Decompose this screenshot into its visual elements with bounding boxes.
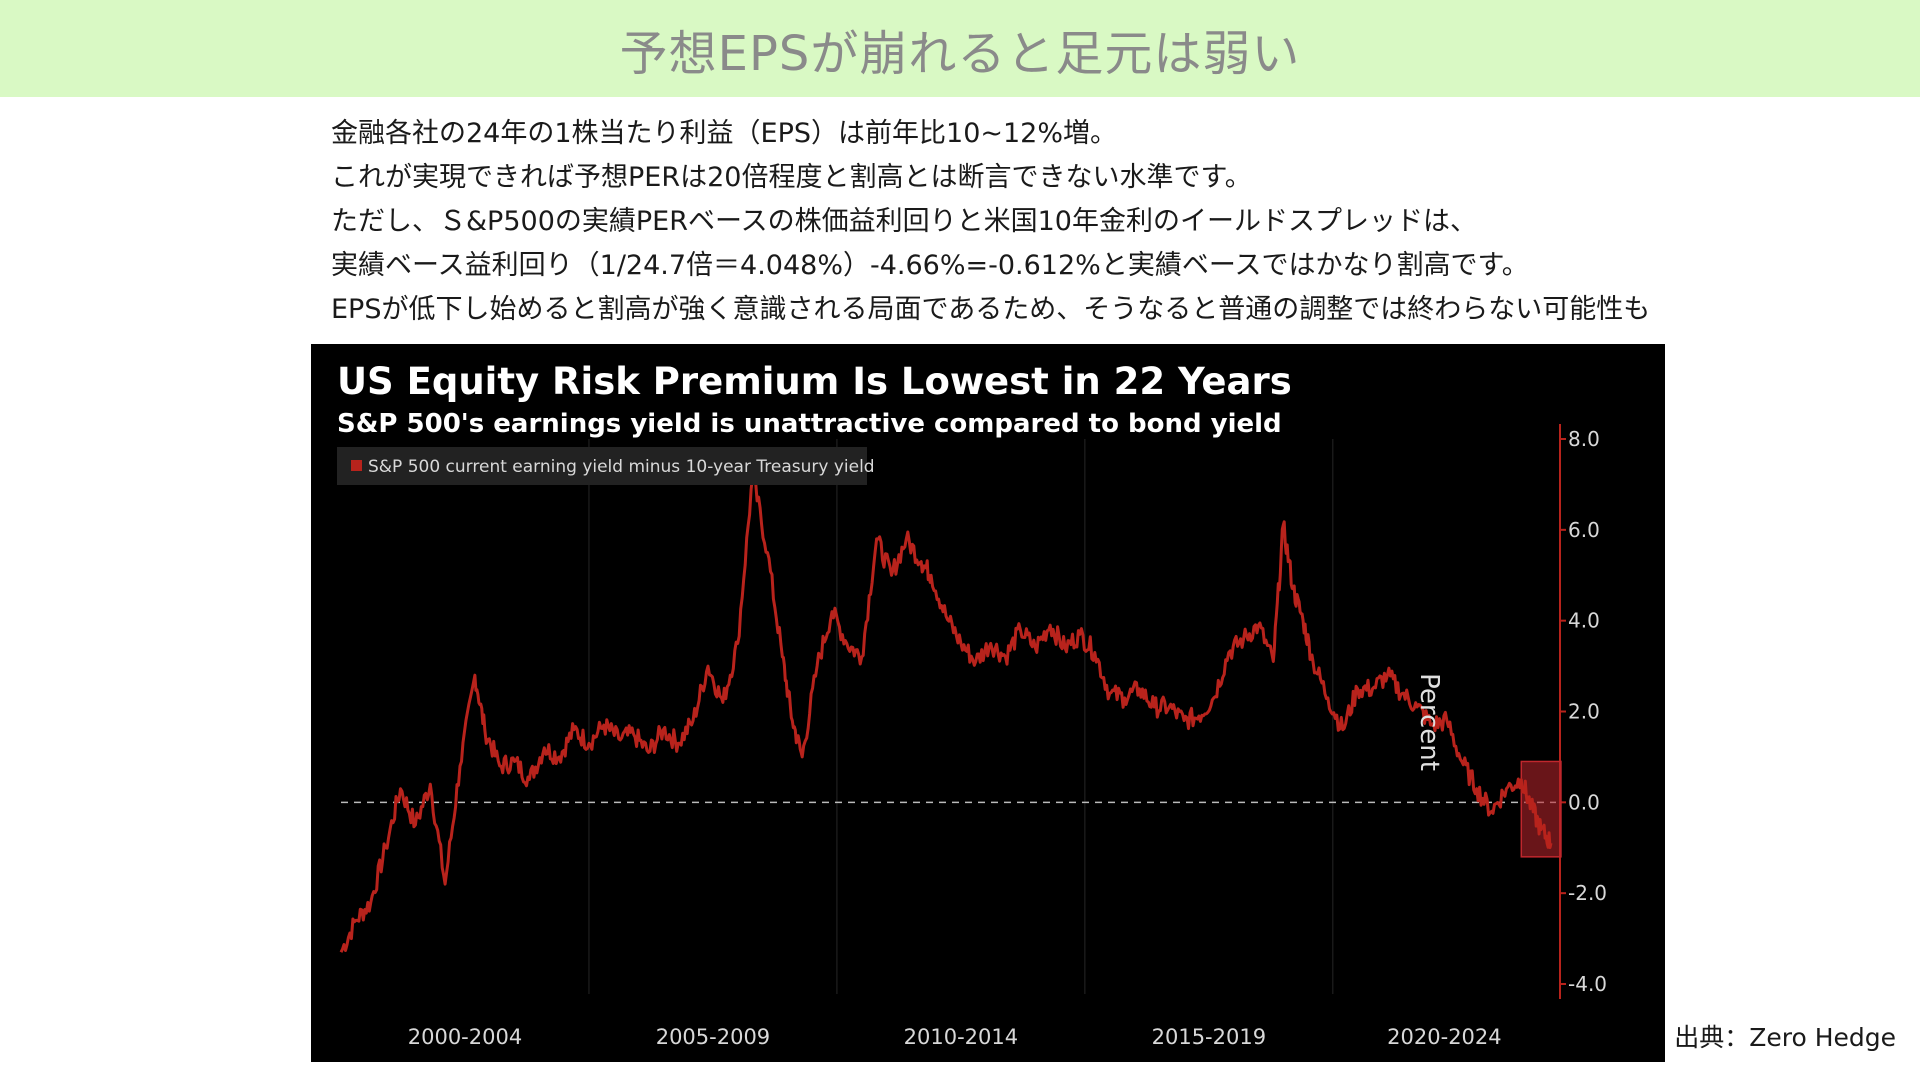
- y-tick-label-6: 8.0: [1568, 427, 1600, 451]
- source-credit: 出典：Zero Hedge: [1674, 1023, 1896, 1052]
- chart-panel: -4.0 -2.0 0.0 2.0 4.0 6.0 8.0 2000-2004 2005-20…: [311, 344, 1665, 1062]
- body-line-3: ただし、Ｓ&P500の実績PERベースの株価益利回りと米国10年金利のイールドス…: [331, 206, 1477, 237]
- y-axis-label: Percent: [1414, 673, 1444, 771]
- y-tick-label-1: -2.0: [1568, 881, 1607, 905]
- x-tick-label-3: 2015-2019: [1152, 1025, 1266, 1049]
- chart-subtitle: S&P 500's earnings yield is unattractive…: [337, 409, 1282, 439]
- body-line-2: これが実現できれば予想PERは20倍程度と割高とは断言できない水準です。: [331, 162, 1252, 193]
- series-line-earning-yield-spread: [339, 473, 1553, 953]
- legend: S&P 500 current earning yield minus 10-y…: [337, 447, 875, 485]
- body-text: 金融各社の24年の1株当たり利益（EPS）は前年比10~12%増。 これが実現で…: [331, 112, 1851, 332]
- x-tick-label-4: 2020-2024: [1387, 1025, 1501, 1049]
- chart-grid: [588, 439, 1334, 994]
- x-tick-label-0: 2000-2004: [408, 1025, 522, 1049]
- legend-label: S&P 500 current earning yield minus 10-y…: [368, 457, 875, 477]
- legend-swatch: [351, 460, 362, 471]
- y-tick-label-5: 6.0: [1568, 518, 1600, 542]
- x-tick-label-1: 2005-2009: [656, 1025, 770, 1049]
- y-tick-label-2: 0.0: [1568, 790, 1600, 814]
- body-line-1: 金融各社の24年の1株当たり利益（EPS）は前年比10~12%増。: [331, 118, 1118, 149]
- x-axis-ticks: 2000-2004 2005-2009 2010-2014 2015-2019 2020…: [408, 1025, 1502, 1049]
- y-tick-label-4: 4.0: [1568, 609, 1600, 633]
- body-line-4: 実績ベース益利回り（1/24.7倍＝4.048%）-4.66%=-0.612%と…: [331, 250, 1529, 281]
- chart-title: US Equity Risk Premium Is Lowest in 22 Y…: [337, 360, 1292, 403]
- y-axis-ticks: -4.0 -2.0 0.0 2.0 4.0 6.0 8.0: [1560, 427, 1607, 996]
- page-title: 予想EPSが崩れると足元は弱い: [619, 25, 1301, 82]
- title-banner: 予想EPSが崩れると足元は弱い: [0, 0, 1920, 97]
- chart: -4.0 -2.0 0.0 2.0 4.0 6.0 8.0 2000-2004 2005-20…: [337, 360, 1607, 1049]
- x-tick-label-2: 2010-2014: [904, 1025, 1018, 1049]
- y-tick-label-0: -4.0: [1568, 972, 1607, 996]
- y-tick-label-3: 2.0: [1568, 700, 1600, 724]
- highlight-box: [1520, 760, 1562, 858]
- body-line-5: EPSが低下し始めると割高が強く意識される局面であるため、そうなると普通の調整で…: [331, 294, 1651, 325]
